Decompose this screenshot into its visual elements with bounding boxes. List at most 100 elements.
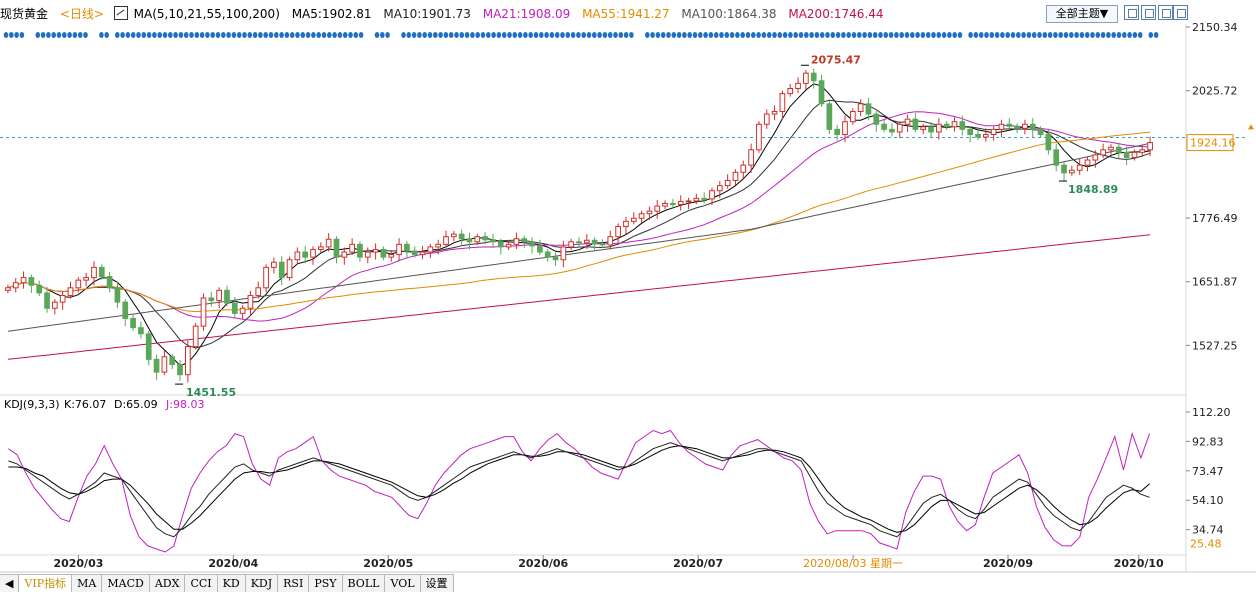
candle-down <box>466 238 473 243</box>
candle-up <box>427 246 434 253</box>
event-dot <box>878 32 883 38</box>
event-dot <box>809 32 814 38</box>
event-dot <box>438 32 443 38</box>
indicator-tab[interactable]: ADX <box>149 574 186 592</box>
event-dot <box>713 32 719 38</box>
event-dot <box>915 32 920 38</box>
event-dot <box>199 32 205 38</box>
candle-up <box>372 248 379 253</box>
indicator-tab[interactable]: PSY <box>309 574 343 592</box>
event-dot <box>629 32 634 38</box>
event-dot <box>613 32 618 38</box>
indicator-tab[interactable]: MACD <box>102 574 150 592</box>
indicator-tab[interactable]: RSI <box>278 574 310 592</box>
candle-up <box>748 149 754 166</box>
candle-down <box>1045 133 1052 151</box>
event-dot <box>793 32 798 38</box>
candle-up <box>662 202 668 207</box>
indicator-tab[interactable]: BOLL <box>342 574 386 592</box>
candle-up <box>349 243 355 253</box>
kdj-k-value: K:76.07 <box>64 398 106 411</box>
candle-up <box>638 213 645 219</box>
event-dot <box>157 32 162 38</box>
indicator-tab[interactable]: ◀ <box>0 574 20 592</box>
candle-up <box>200 297 207 327</box>
event-dot <box>549 32 555 38</box>
candle-up <box>560 246 567 261</box>
candle-up <box>1100 149 1106 156</box>
event-dot <box>337 32 343 38</box>
period-selector[interactable]: <日线> <box>59 7 104 21</box>
event-dot <box>72 32 78 38</box>
candle-up <box>388 254 395 258</box>
event-dot <box>968 32 973 38</box>
event-dot <box>385 32 390 38</box>
event-dot <box>1079 32 1085 38</box>
event-dot <box>67 32 72 38</box>
event-dot <box>1084 32 1090 38</box>
indicator-tab[interactable]: KD <box>217 574 246 592</box>
layout-split-icon[interactable] <box>1141 5 1156 20</box>
event-dot <box>1148 32 1154 38</box>
event-dot <box>740 32 745 38</box>
candle-down <box>1123 151 1130 158</box>
indicator-tab[interactable]: VIP指标 <box>19 574 73 592</box>
event-dot <box>804 32 809 38</box>
layout-full-icon[interactable] <box>1173 5 1188 20</box>
candle-down <box>224 289 230 304</box>
candle-down <box>1115 146 1122 153</box>
layout-single-icon[interactable] <box>1124 5 1139 20</box>
candle-up <box>615 225 621 238</box>
current-price-label: 1924.16 <box>1190 137 1236 150</box>
event-dot <box>475 32 481 38</box>
indicator-tab[interactable]: MA <box>72 574 103 592</box>
chart-canvas[interactable]: 2150.34 2025.72 1776.49 1651.87 1527.25 1924.… <box>0 0 1256 574</box>
event-dot <box>931 32 936 38</box>
kdj-j-value: J:98.03 <box>165 398 204 411</box>
candle-up <box>654 205 661 212</box>
candle-down <box>865 103 872 115</box>
event-dot <box>507 32 512 38</box>
candle-down <box>670 202 676 205</box>
candle-down <box>701 197 708 200</box>
candle-up <box>716 185 723 192</box>
event-dot <box>247 32 253 38</box>
event-dot <box>957 32 963 38</box>
event-dot <box>56 32 62 38</box>
event-dot <box>120 32 125 38</box>
event-dot <box>83 32 88 38</box>
recent-low-label: 1848.89 <box>1068 183 1118 196</box>
event-dot <box>830 32 836 38</box>
event-dot <box>173 32 178 38</box>
candle-up <box>779 93 786 112</box>
time-tick-label: 2020/08/03 星期一 <box>803 557 903 570</box>
candle-up <box>247 294 254 309</box>
ma55-line <box>7 131 1151 313</box>
candle-down <box>975 133 981 138</box>
event-dot <box>40 32 46 38</box>
event-dot <box>168 32 173 38</box>
candle-up <box>1147 142 1153 151</box>
event-dot <box>491 32 496 38</box>
ma21-line <box>7 111 1151 322</box>
theme-dropdown-button[interactable]: 全部主题▼ <box>1046 5 1118 23</box>
candle-up <box>294 251 301 261</box>
event-dot <box>910 32 915 38</box>
candle-up <box>951 121 958 128</box>
layout-quad-icon[interactable] <box>1158 5 1173 20</box>
event-dot <box>332 32 337 38</box>
ma5-value: MA5:1902.81 <box>291 7 372 21</box>
ma-settings-icon[interactable] <box>113 6 128 20</box>
event-dot <box>1090 32 1095 38</box>
candle-down <box>169 356 176 365</box>
indicator-tab[interactable]: KDJ <box>245 574 279 592</box>
event-dot <box>899 32 904 38</box>
candle-up <box>1139 149 1146 153</box>
indicator-tab[interactable]: VOL <box>385 574 421 592</box>
indicator-tab[interactable]: 设置 <box>420 574 454 592</box>
indicator-tab[interactable]: CCI <box>185 574 218 592</box>
candle-down <box>810 72 817 82</box>
event-dot <box>888 32 894 38</box>
candle-up <box>286 259 293 279</box>
kdj-tick-label: 54.10 <box>1192 494 1224 507</box>
